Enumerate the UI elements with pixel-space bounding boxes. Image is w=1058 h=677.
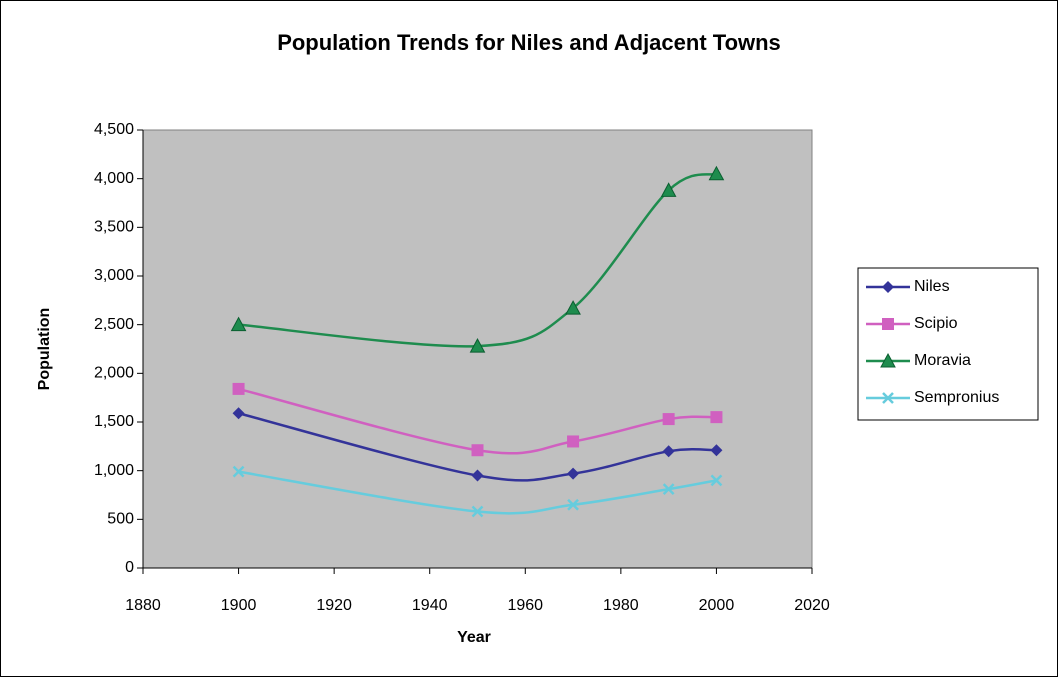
marker xyxy=(662,445,675,458)
marker xyxy=(565,300,581,315)
marker xyxy=(471,469,484,482)
marker xyxy=(710,444,723,457)
x-tick-label: 1920 xyxy=(316,597,352,614)
series-line xyxy=(238,470,717,515)
x-tick-label: 1980 xyxy=(603,597,639,614)
marker xyxy=(469,338,486,353)
x-tick-label: 2000 xyxy=(699,597,735,614)
x-tick-label: 2020 xyxy=(794,597,830,614)
x-tick-label: 1880 xyxy=(125,597,161,614)
marker xyxy=(232,407,245,420)
y-tick-label: 1,500 xyxy=(94,413,134,430)
y-tick-label: 500 xyxy=(107,511,134,528)
marker xyxy=(880,352,896,368)
y-axis-label: Population xyxy=(36,308,53,391)
y-tick-label: 3,000 xyxy=(94,267,134,284)
marker xyxy=(708,165,725,181)
marker xyxy=(567,435,580,448)
marker xyxy=(662,483,675,496)
marker xyxy=(710,411,723,424)
legend-label: Niles xyxy=(914,278,950,295)
chart-title: Population Trends for Niles and Adjacent… xyxy=(277,30,781,55)
y-tick-label: 1,000 xyxy=(94,462,134,479)
marker xyxy=(230,316,247,332)
x-tick-label: 1900 xyxy=(221,597,257,614)
legend-label: Scipio xyxy=(914,315,958,332)
y-tick-label: 0 xyxy=(125,559,134,576)
marker xyxy=(660,182,677,197)
marker xyxy=(710,474,723,487)
x-axis-label: Year xyxy=(457,629,491,646)
y-tick-label: 4,000 xyxy=(94,170,134,187)
marker xyxy=(882,392,894,404)
legend-label: Moravia xyxy=(914,352,971,369)
y-tick-label: 3,500 xyxy=(94,219,134,236)
marker xyxy=(882,318,894,330)
y-tick-label: 4,500 xyxy=(94,121,134,138)
marker xyxy=(232,465,245,478)
marker xyxy=(662,413,675,426)
marker xyxy=(567,498,579,511)
y-tick-label: 2,500 xyxy=(94,316,134,333)
legend-box xyxy=(857,267,1039,421)
y-tick-label: 2,000 xyxy=(94,365,134,382)
x-tick-label: 1940 xyxy=(412,597,448,614)
marker xyxy=(567,467,580,480)
marker xyxy=(882,281,894,293)
marker xyxy=(471,505,484,518)
legend-label: Sempronius xyxy=(914,389,999,406)
x-tick-label: 1960 xyxy=(507,597,543,614)
marker xyxy=(232,382,245,395)
marker xyxy=(471,444,484,457)
